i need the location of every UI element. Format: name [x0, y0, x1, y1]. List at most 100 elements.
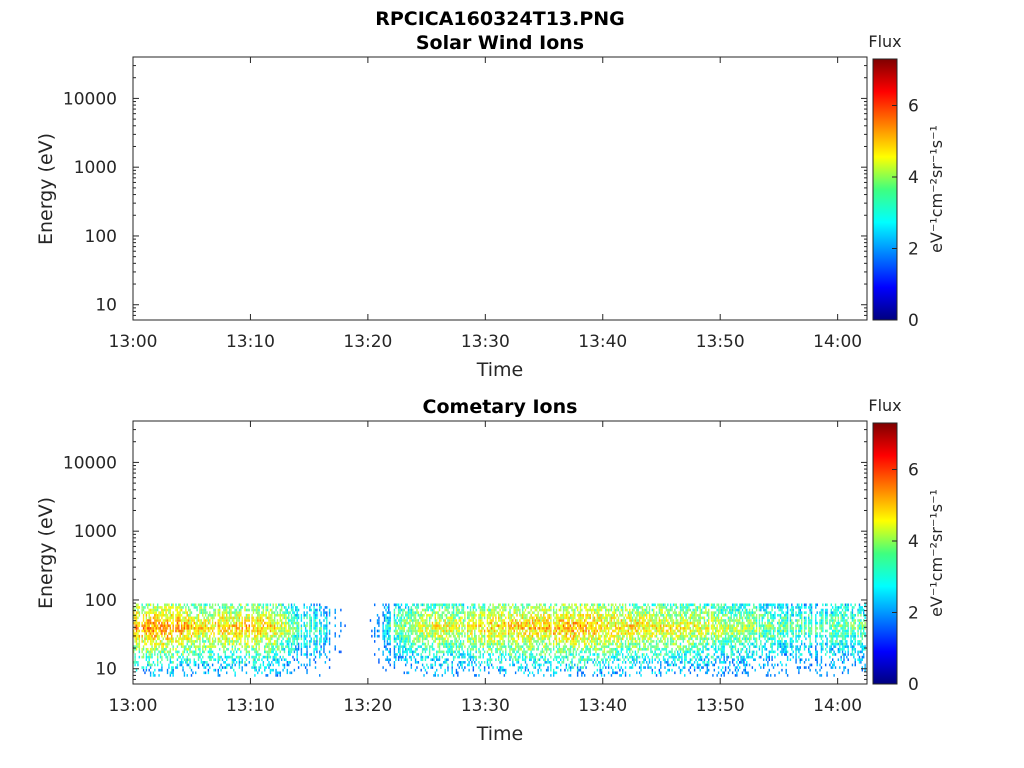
heatmap-cell: [426, 637, 428, 641]
heatmap-cell: [280, 613, 283, 617]
heatmap-cell: [540, 627, 542, 630]
heatmap-cell: [475, 621, 477, 625]
heatmap-cell: [547, 666, 549, 669]
heatmap-cell: [275, 629, 277, 633]
heatmap-cell: [586, 655, 589, 659]
heatmap-cell: [548, 632, 551, 635]
heatmap-cell: [468, 663, 470, 667]
heatmap-cell: [619, 613, 621, 617]
heatmap-cell: [423, 632, 425, 635]
heatmap-cell: [572, 642, 575, 646]
heatmap-cell: [258, 613, 260, 617]
heatmap-cell: [603, 655, 606, 659]
heatmap-cell: [526, 621, 528, 625]
heatmap-cell: [409, 624, 411, 628]
heatmap-cell: [583, 663, 586, 667]
heatmap-cell: [426, 613, 428, 617]
heatmap-cell: [588, 642, 590, 646]
heatmap-cell: [592, 647, 594, 651]
heatmap-cell: [244, 647, 246, 651]
heatmap-cell: [154, 613, 156, 617]
heatmap-cell: [462, 629, 465, 633]
heatmap-cell: [276, 640, 279, 643]
heatmap-cell: [420, 627, 422, 630]
heatmap-cell: [382, 650, 384, 654]
heatmap-cell: [141, 650, 143, 654]
heatmap-cell: [261, 637, 263, 641]
heatmap-cell: [599, 671, 601, 675]
heatmap-cell: [582, 613, 584, 617]
heatmap-cell: [596, 668, 599, 672]
heatmap-cell: [451, 645, 453, 648]
heatmap-cell: [200, 606, 203, 609]
heatmap-cell: [179, 613, 181, 617]
heatmap-cell: [530, 637, 532, 641]
heatmap-cell: [268, 663, 270, 667]
heatmap-cell: [137, 627, 139, 630]
heatmap-cell: [176, 640, 179, 643]
heatmap-cell: [169, 650, 172, 654]
heatmap-cell: [503, 619, 506, 622]
heatmap-cell: [443, 653, 445, 656]
heatmap-cell: [389, 611, 391, 614]
heatmap-cell: [231, 627, 234, 630]
heatmap-cell: [226, 634, 228, 638]
heatmap-cell: [576, 663, 579, 667]
heatmap-cell: [490, 647, 493, 651]
heatmap-cell: [479, 663, 482, 667]
heatmap-cell: [565, 627, 568, 630]
heatmap-cell: [218, 637, 221, 641]
heatmap-cell: [138, 645, 141, 648]
heatmap-cell: [186, 624, 188, 628]
heatmap-cell: [583, 642, 586, 646]
heatmap-cell: [276, 661, 279, 664]
heatmap-cell: [152, 603, 155, 607]
heatmap-cell: [238, 603, 241, 607]
heatmap-cell: [469, 655, 472, 659]
heatmap-cell: [496, 634, 498, 638]
heatmap-cell: [523, 637, 525, 641]
heatmap-cell: [595, 637, 597, 641]
heatmap-cell: [171, 603, 173, 607]
heatmap-cell: [461, 634, 463, 638]
heatmap-cell: [397, 608, 400, 612]
heatmap-cell: [145, 632, 148, 635]
heatmap-cell: [228, 637, 231, 641]
heatmap-cell: [513, 629, 515, 633]
heatmap-cell: [288, 624, 290, 628]
heatmap-cell: [414, 668, 417, 672]
heatmap-cell: [431, 663, 434, 667]
heatmap-cell: [204, 666, 207, 669]
heatmap-cell: [541, 627, 544, 630]
heatmap-cell: [613, 613, 615, 617]
heatmap-cell: [482, 653, 484, 656]
heatmap-cell: [440, 666, 442, 669]
heatmap-cell: [567, 627, 569, 630]
heatmap-cell: [155, 611, 157, 614]
heatmap-cell: [467, 637, 469, 641]
heatmap-cell: [578, 624, 580, 628]
heatmap-cell: [295, 613, 297, 617]
heatmap-cell: [385, 616, 387, 620]
heatmap-cell: [255, 642, 258, 646]
heatmap-cell: [624, 613, 627, 617]
heatmap-cell: [595, 627, 597, 630]
heatmap-cell: [578, 621, 580, 625]
heatmap-cell: [313, 624, 315, 628]
heatmap-cell: [175, 619, 177, 622]
heatmap-cell: [483, 637, 486, 641]
heatmap-cell: [149, 629, 152, 633]
heatmap-cell: [586, 627, 589, 630]
heatmap-cell: [148, 616, 150, 620]
heatmap-cell: [607, 655, 610, 659]
heatmap-cell: [278, 634, 280, 638]
heatmap-cell: [433, 603, 435, 607]
heatmap-cell: [489, 616, 491, 620]
heatmap-cell: [572, 624, 575, 628]
heatmap-cell: [599, 663, 601, 667]
heatmap-cell: [537, 619, 539, 622]
heatmap-cell: [393, 637, 396, 641]
heatmap-cell: [452, 650, 455, 654]
heatmap-cell: [557, 627, 559, 630]
heatmap-cell: [161, 647, 163, 651]
